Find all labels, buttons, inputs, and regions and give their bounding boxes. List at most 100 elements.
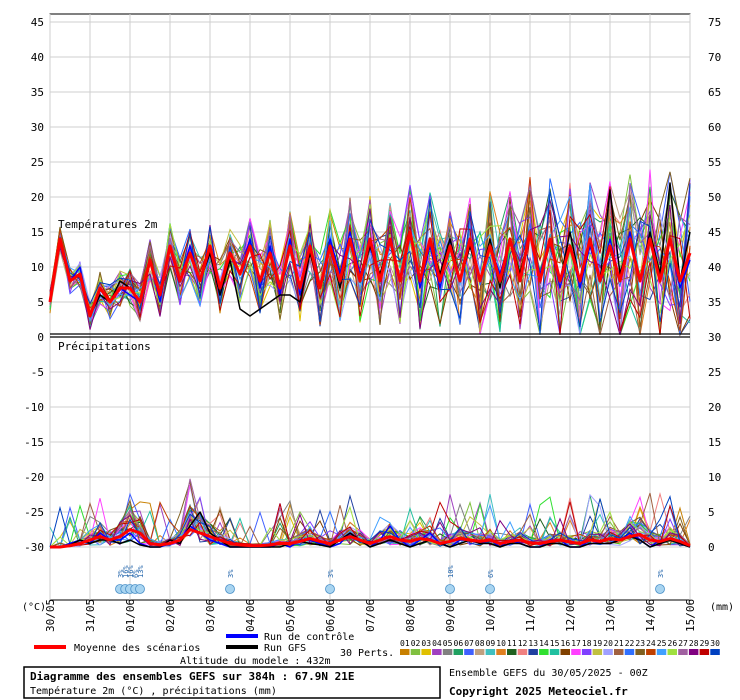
pert-legend-swatch bbox=[421, 649, 431, 655]
pert-legend-swatch bbox=[410, 649, 421, 655]
legend-perts-label: 30 Perts. bbox=[340, 648, 394, 659]
snow-probability-label: 6% bbox=[132, 569, 140, 578]
x-tick-label: 11/06 bbox=[524, 599, 537, 632]
pert-legend-number: 23 bbox=[635, 639, 645, 648]
left-tick-label: 30 bbox=[31, 121, 44, 134]
snow-icon bbox=[445, 584, 455, 594]
pert-legend-swatch bbox=[710, 649, 720, 655]
x-tick-label: 14/06 bbox=[644, 599, 657, 632]
x-tick-label: 09/06 bbox=[444, 599, 457, 632]
left-tick-label: -15 bbox=[24, 436, 44, 449]
pert-legend-number: 08 bbox=[475, 639, 485, 648]
pert-legend-number: 04 bbox=[432, 639, 442, 648]
right-tick-label: 45 bbox=[708, 226, 721, 239]
snow-probability-label: 16% bbox=[127, 565, 135, 578]
legend: Moyenne des scénarios Run de contrôle Ru… bbox=[34, 631, 720, 659]
pert-legend-number: 19 bbox=[593, 639, 603, 648]
pert-legend-swatch bbox=[592, 649, 603, 655]
x-tick-label: 03/06 bbox=[204, 599, 217, 632]
pert-legend-swatch bbox=[517, 649, 528, 655]
pert-legend-swatch bbox=[571, 649, 581, 655]
pert-legend-number: 28 bbox=[689, 639, 699, 648]
pert-legend-number: 12 bbox=[518, 639, 528, 648]
legend-gfs-label: Run GFS bbox=[264, 643, 306, 654]
pert-legend-number: 02 bbox=[411, 639, 421, 648]
pert-legend-swatch bbox=[539, 649, 549, 655]
right-tick-label: 75 bbox=[708, 16, 721, 29]
left-tick-label: 0 bbox=[37, 331, 44, 344]
pert-legend-swatch bbox=[581, 649, 592, 655]
pert-legend-number: 06 bbox=[454, 639, 464, 648]
snow-probability-label: 10% bbox=[447, 565, 455, 578]
pert-legend-number: 30 bbox=[710, 639, 720, 648]
perturbation-temp-line bbox=[49, 204, 691, 323]
ensemble-label: Ensemble GEFS du 30/05/2025 - 00Z bbox=[449, 668, 648, 679]
x-tick-label: 04/06 bbox=[244, 599, 257, 632]
legend-control-label: Run de contrôle bbox=[264, 631, 354, 643]
right-tick-label: 5 bbox=[708, 506, 715, 519]
x-tick-label: 01/06 bbox=[124, 599, 137, 632]
left-tick-label: -10 bbox=[24, 401, 44, 414]
snow-markers: 3%16%16%6%13% 3% 3% 10% 6% 3% bbox=[115, 565, 665, 594]
pert-legend-number: 09 bbox=[486, 639, 496, 648]
pert-legend-swatch bbox=[496, 649, 506, 655]
snow-probability-label: 16% bbox=[122, 565, 130, 578]
left-tick-label: 45 bbox=[31, 16, 44, 29]
snow-icon bbox=[485, 584, 495, 594]
right-tick-label: 50 bbox=[708, 191, 721, 204]
pert-legend-number: 10 bbox=[496, 639, 506, 648]
pert-legend-number: 24 bbox=[646, 639, 656, 648]
unit-left-label: (°C) bbox=[22, 602, 46, 613]
pert-legend-number: 05 bbox=[443, 639, 453, 648]
pert-legend-swatch bbox=[699, 649, 710, 655]
x-tick-label: 08/06 bbox=[404, 599, 417, 632]
pert-legend-number: 26 bbox=[668, 639, 678, 648]
pert-legend-number: 18 bbox=[582, 639, 592, 648]
right-tick-label: 25 bbox=[708, 366, 721, 379]
snow-probability-label: 3% bbox=[657, 569, 665, 578]
pert-legend-swatch bbox=[603, 649, 613, 655]
pert-legend-number: 17 bbox=[571, 639, 581, 648]
x-tick-label: 06/06 bbox=[324, 599, 337, 632]
right-tick-label: 65 bbox=[708, 86, 721, 99]
pert-legend-number: 15 bbox=[550, 639, 560, 648]
pert-legend-number: 16 bbox=[561, 639, 571, 648]
left-axis: 45 40 35 30 25 20 15 10 5 0 -5 -10 -15 -20 -25 -30 bbox=[24, 16, 44, 554]
pert-legend-swatch bbox=[624, 649, 635, 655]
left-tick-label: 10 bbox=[31, 261, 44, 274]
x-tick-label: 05/06 bbox=[284, 599, 297, 632]
pert-legend-swatch bbox=[528, 649, 538, 655]
title-box-subtitle: Température 2m (°C) , précipitations (mm… bbox=[30, 685, 277, 697]
pert-legend-swatch bbox=[485, 649, 496, 655]
left-tick-label: 35 bbox=[31, 86, 44, 99]
left-tick-label: -20 bbox=[24, 471, 44, 484]
snow-probability-label: 6% bbox=[487, 569, 495, 578]
right-tick-label: 55 bbox=[708, 156, 721, 169]
pert-legend-number: 27 bbox=[678, 639, 688, 648]
pert-legend-swatch bbox=[614, 649, 624, 655]
main-series-lines bbox=[48, 182, 692, 549]
x-tick-label: 02/06 bbox=[164, 599, 177, 632]
pert-legend-swatch bbox=[656, 649, 667, 655]
pert-legend-number: 01 bbox=[400, 639, 410, 648]
left-tick-label: 40 bbox=[31, 51, 44, 64]
x-tick-label: 15/06 bbox=[684, 599, 697, 632]
snow-icon bbox=[225, 584, 235, 594]
right-tick-label: 60 bbox=[708, 121, 721, 134]
x-tick-label: 12/06 bbox=[564, 599, 577, 632]
title-box-title: Diagramme des ensembles GEFS sur 384h : … bbox=[30, 670, 355, 683]
pert-legend-swatch bbox=[464, 649, 474, 655]
pert-legend-swatch bbox=[453, 649, 463, 655]
pert-legend-number: 25 bbox=[657, 639, 667, 648]
perturbation-legend: 01 02 03 04 05 06 07 08 09 10 11 12 13 14 15 16 17 18 19 20… bbox=[400, 639, 720, 655]
snow-probability-label: 3% bbox=[327, 569, 335, 578]
x-tick-label: 31/05 bbox=[84, 599, 97, 632]
pert-legend-swatch bbox=[474, 649, 485, 655]
snow-icon bbox=[325, 584, 335, 594]
left-tick-label: 25 bbox=[31, 156, 44, 169]
left-tick-label: -25 bbox=[24, 506, 44, 519]
pert-legend-number: 22 bbox=[625, 639, 635, 648]
unit-right-label: (mm) bbox=[710, 602, 734, 613]
pert-legend-number: 13 bbox=[528, 639, 538, 648]
